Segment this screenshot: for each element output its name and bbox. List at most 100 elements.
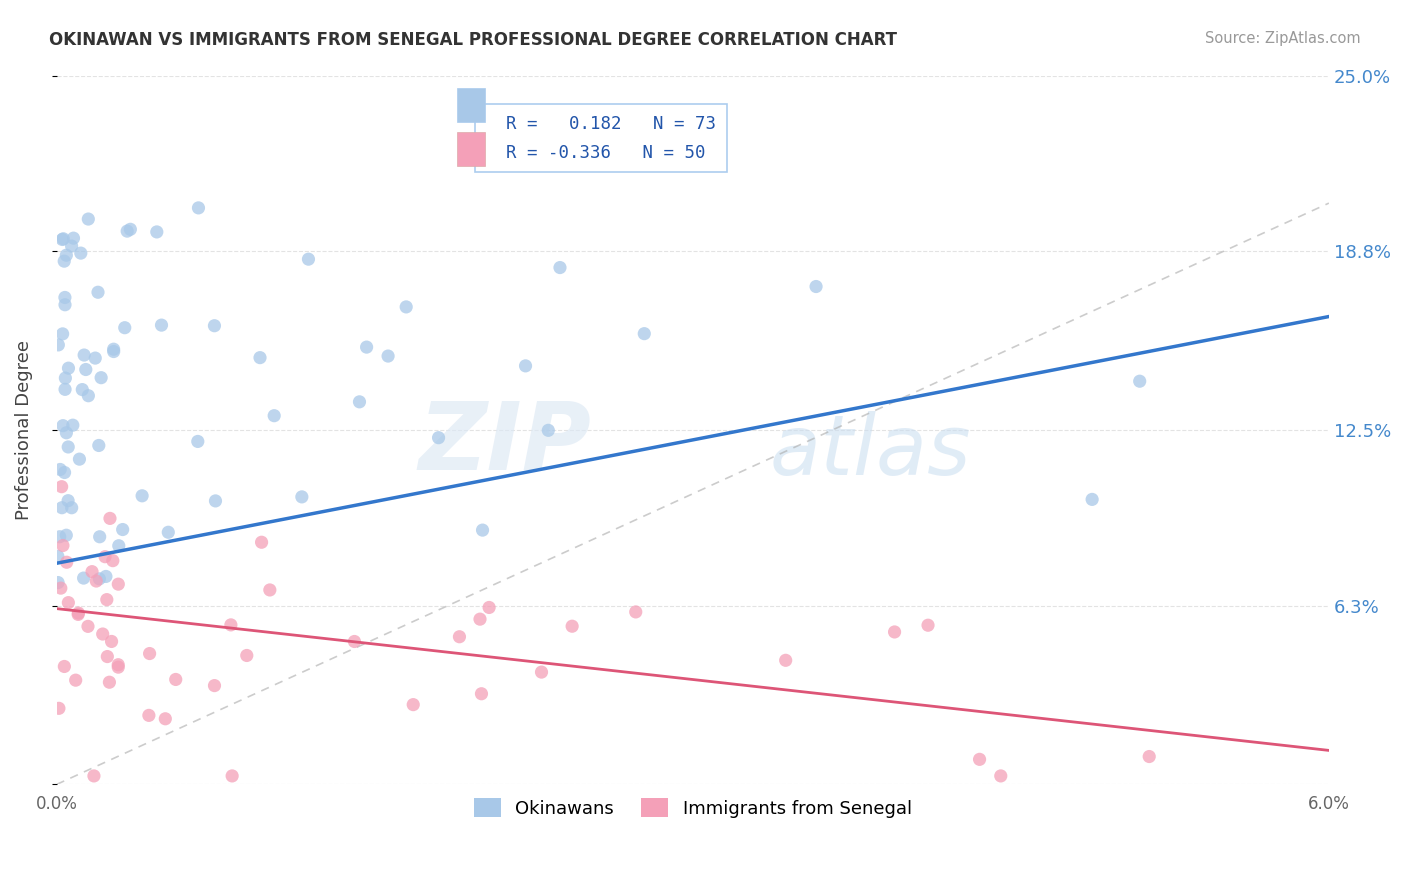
Point (75, 362, 97, 376)
Point (427, 431, 450, 445)
Point (249, 351, 271, 365)
Point (1081, 492, 1104, 507)
Point (94, 569, 117, 583)
Point (84, 574, 107, 588)
Point (120, 222, 142, 236)
Point (65, 673, 87, 688)
Point (138, 708, 160, 723)
Point (624, 605, 647, 619)
Point (56, 493, 79, 508)
Point (395, 300, 418, 314)
Point (775, 653, 797, 667)
Point (58, 440, 80, 454)
Point (1129, 374, 1152, 388)
Point (259, 582, 281, 597)
Point (49, 462, 72, 476)
Point (62, 418, 84, 433)
Point (94, 549, 117, 564)
Point (146, 225, 169, 239)
Point (530, 665, 553, 679)
Point (69, 246, 91, 260)
Point (297, 252, 319, 267)
Point (67, 607, 90, 622)
Point (138, 647, 160, 661)
Point (52, 232, 75, 246)
Point (187, 201, 209, 215)
Point (69, 452, 91, 467)
Point (46, 549, 69, 564)
Point (291, 490, 314, 504)
Point (187, 434, 209, 449)
Point (51, 232, 73, 246)
Point (96, 649, 118, 664)
Point (77, 389, 100, 403)
Bar (457, 87, 485, 121)
Point (96, 592, 118, 607)
Text: atlas: atlas (769, 410, 970, 491)
Point (72, 571, 94, 585)
Point (49, 581, 72, 595)
Point (111, 523, 134, 537)
Point (84, 351, 107, 365)
Point (204, 318, 226, 333)
Point (377, 349, 399, 363)
Point (53, 298, 76, 312)
Point (91, 627, 114, 641)
Point (90, 370, 112, 384)
Point (55, 425, 77, 440)
Point (100, 634, 122, 648)
Point (53, 254, 76, 268)
Point (349, 394, 371, 409)
Point (55, 528, 77, 542)
Point (83, 769, 105, 783)
Point (219, 618, 242, 632)
Point (131, 489, 153, 503)
Point (52, 418, 75, 433)
Point (101, 554, 124, 568)
Point (561, 619, 583, 633)
Point (107, 657, 129, 672)
Point (990, 769, 1012, 783)
Point (155, 712, 177, 726)
Point (72, 383, 94, 397)
Point (449, 630, 471, 644)
Point (107, 577, 129, 591)
Point (150, 318, 173, 332)
Point (77, 619, 100, 633)
Point (515, 359, 537, 373)
Point (77, 212, 100, 227)
Point (633, 326, 655, 341)
Point (107, 539, 129, 553)
Text: R =   0.182   N = 73
  R = -0.336   N = 50: R = 0.182 N = 73 R = -0.336 N = 50 (485, 114, 717, 161)
Point (89, 572, 111, 586)
Point (804, 279, 827, 293)
Point (53, 466, 76, 480)
Bar (457, 132, 485, 166)
Point (52, 539, 75, 553)
Point (402, 698, 425, 712)
Point (537, 423, 560, 437)
Point (52, 326, 75, 341)
Text: Source: ZipAtlas.com: Source: ZipAtlas.com (1205, 31, 1361, 46)
Point (46, 575, 69, 590)
Point (80, 565, 103, 579)
Point (46, 338, 69, 352)
Point (356, 340, 378, 354)
Point (51, 500, 73, 515)
Point (471, 523, 494, 537)
Point (470, 687, 492, 701)
Point (98, 675, 121, 690)
Text: OKINAWAN VS IMMIGRANTS FROM SENEGAL PROFESSIONAL DEGREE CORRELATION CHART: OKINAWAN VS IMMIGRANTS FROM SENEGAL PROF… (49, 31, 897, 49)
Point (204, 679, 226, 693)
Point (53, 290, 76, 304)
Point (48, 701, 70, 715)
Point (263, 409, 285, 423)
Point (1137, 749, 1160, 764)
Point (73, 348, 96, 362)
Point (58, 596, 80, 610)
Point (87, 438, 110, 452)
Point (51, 480, 73, 494)
Point (67, 606, 90, 620)
Point (115, 224, 138, 238)
Point (48, 530, 70, 544)
